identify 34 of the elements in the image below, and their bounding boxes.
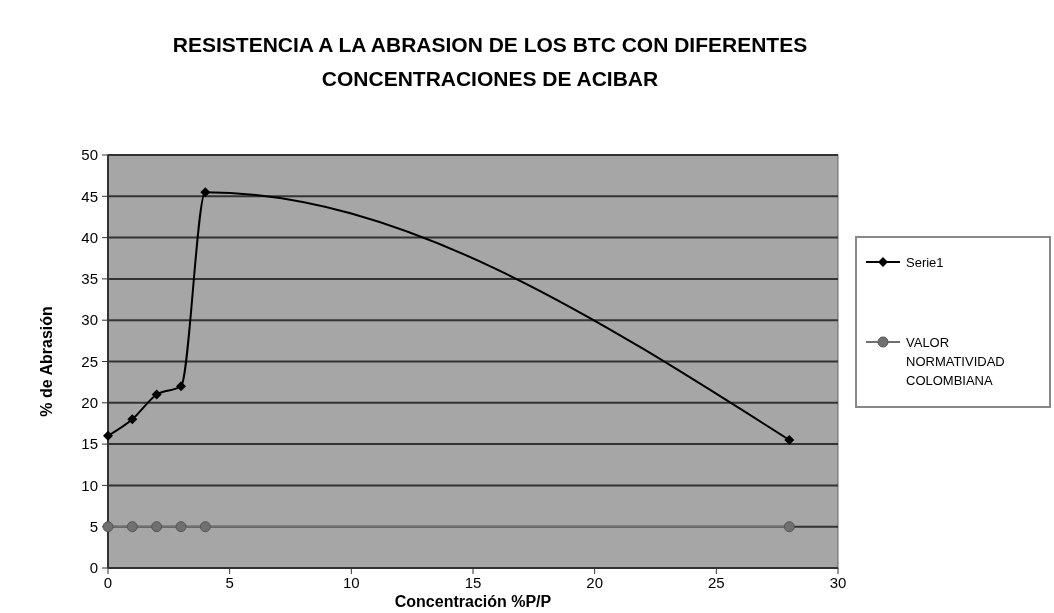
y-tick-label: 40 — [81, 228, 98, 246]
x-tick-label: 30 — [829, 574, 847, 591]
x-tick-label: 10 — [342, 574, 360, 591]
legend-label: VALOR NORMATIVIDAD COLOMBIANA — [906, 334, 1005, 388]
y-tick-label: 20 — [81, 394, 98, 412]
chart-title: RESISTENCIA A LA ABRASION DE LOS BTC CON DIFERENTES CONCENTRACIONES DE ACIBAR — [172, 33, 808, 90]
point — [199, 521, 211, 533]
point — [127, 414, 138, 425]
y-axis-title: % de Abrasión — [38, 306, 55, 417]
y-tick-label: 35 — [81, 270, 98, 288]
y-tick-label: 0 — [89, 559, 98, 577]
x-axis-title: Concentración %P/P — [394, 593, 552, 610]
x-tick-label: 0 — [103, 574, 113, 591]
x-tick-label: 20 — [586, 574, 604, 591]
point — [200, 187, 211, 198]
point — [151, 389, 162, 400]
point — [175, 521, 187, 533]
y-tick-label: 45 — [81, 187, 98, 205]
y-tick-label: 15 — [81, 435, 98, 453]
point — [784, 434, 795, 445]
x-tick-label: 25 — [707, 574, 725, 591]
y-tick-label: 10 — [81, 476, 98, 494]
y-tick-label: 25 — [81, 352, 98, 370]
y-tick-label: 50 — [81, 146, 98, 164]
point — [126, 521, 138, 533]
y-tick-label: 30 — [81, 311, 98, 329]
point — [783, 521, 795, 533]
point — [103, 430, 113, 441]
point — [151, 521, 163, 533]
y-tick-label: 5 — [89, 517, 98, 535]
point — [176, 381, 186, 392]
legend-label: Serie1 — [906, 254, 944, 270]
x-tick-label: 15 — [464, 574, 482, 591]
x-tick-label: 5 — [225, 574, 234, 591]
